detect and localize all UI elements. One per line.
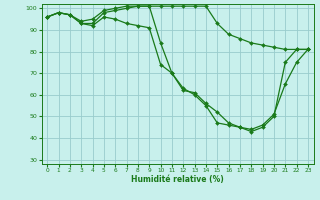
X-axis label: Humidité relative (%): Humidité relative (%) xyxy=(131,175,224,184)
